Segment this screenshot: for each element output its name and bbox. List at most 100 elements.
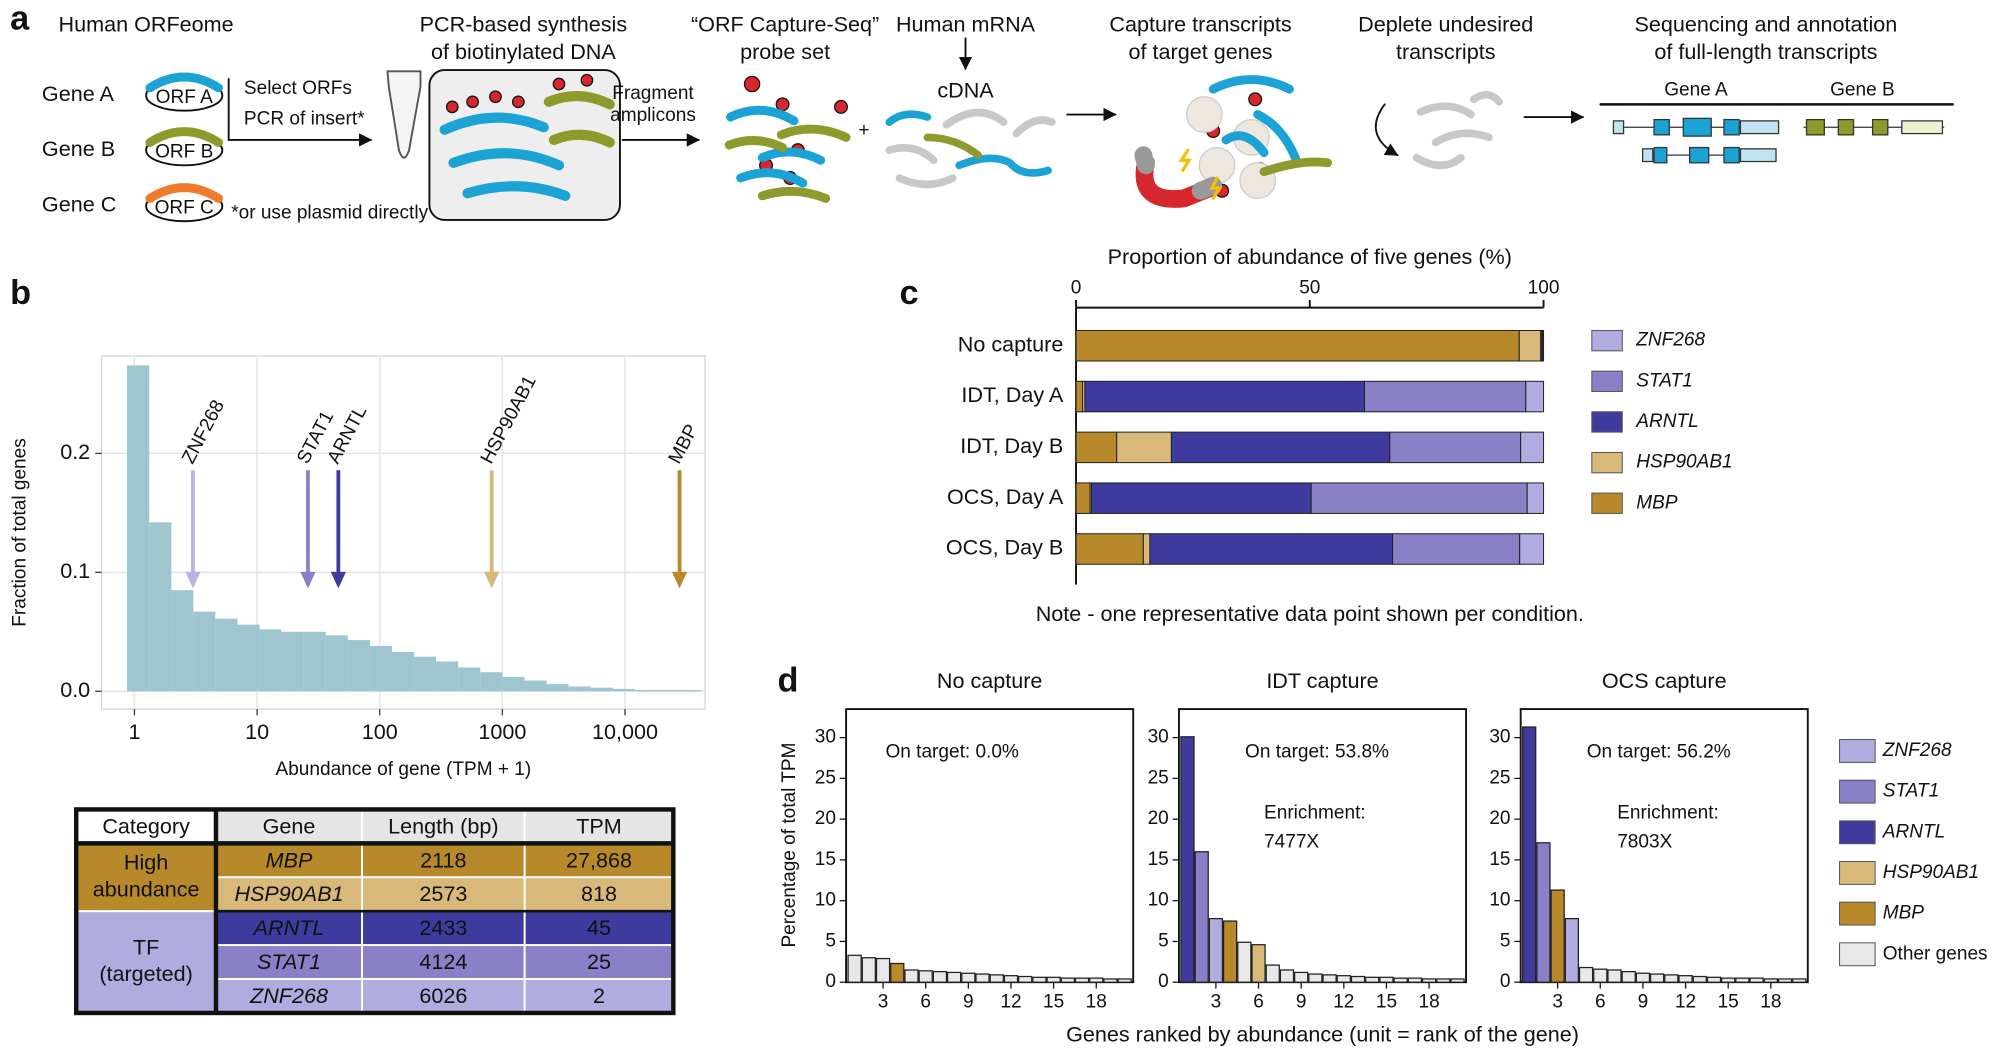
- table-cell: [523, 978, 675, 1014]
- deplete-arrow: [1375, 103, 1399, 157]
- annotation-arrowhead: [671, 571, 688, 589]
- note: Note - one representative data point sho…: [1036, 601, 1584, 626]
- y-axis-label: Fraction of total genes: [9, 438, 30, 626]
- y-tick-label: 30: [815, 727, 836, 748]
- category-label: No capture: [958, 331, 1064, 356]
- bar: [1550, 889, 1565, 983]
- bar: [1322, 974, 1337, 983]
- step-label: “ORF Capture-Seq”: [691, 11, 879, 36]
- bar: [1074, 977, 1090, 983]
- gene-model-label: Gene B: [1830, 79, 1895, 100]
- bar: [1003, 975, 1019, 983]
- histogram-bar: [524, 680, 547, 692]
- panel-label: d: [777, 661, 798, 699]
- bar: [1117, 978, 1132, 983]
- cell-text: 2118: [420, 847, 466, 872]
- bar: [1649, 973, 1665, 983]
- x-tick-label: 6: [1253, 992, 1264, 1013]
- bar: [1536, 842, 1551, 983]
- bar: [975, 973, 990, 983]
- step-label: of biotinylated DNA: [431, 39, 616, 64]
- y-tick-label: 5: [825, 930, 836, 951]
- bar: [961, 972, 976, 983]
- legend-swatch: [1591, 492, 1623, 514]
- tube: [386, 70, 422, 159]
- cell-text: ARNTL: [252, 915, 325, 940]
- bar-segment: [1526, 482, 1545, 514]
- histogram-bar: [656, 690, 679, 692]
- pcr-products: [439, 90, 615, 201]
- panel-label: c: [899, 274, 918, 312]
- bar: [1350, 975, 1366, 983]
- legend-swatch: [1839, 901, 1876, 926]
- bar: [847, 954, 862, 983]
- x-tick-label: 10: [245, 719, 269, 744]
- category-text: abundance: [93, 876, 200, 901]
- x-tick-label: 18: [1419, 992, 1440, 1013]
- histogram-bar: [149, 522, 172, 692]
- y-tick-label: 25: [1148, 767, 1169, 788]
- bar-segment: [1519, 533, 1545, 565]
- annotation-arrowhead: [484, 571, 500, 589]
- bar: [1237, 941, 1252, 983]
- histogram-bar: [546, 684, 569, 692]
- cell-text: 2: [593, 983, 605, 1008]
- bar: [918, 970, 933, 983]
- orf-label: ORF C: [155, 198, 214, 219]
- y-tick-label: 0: [1500, 971, 1511, 992]
- legend-swatch: [1591, 411, 1623, 433]
- table: [74, 807, 676, 1016]
- category-label: OCS, Day A: [947, 484, 1064, 509]
- bar: [1621, 970, 1636, 983]
- y-tick-label: 5: [1500, 930, 1511, 951]
- x-tick-label: 9: [963, 992, 974, 1013]
- bar-segment: [1389, 431, 1522, 464]
- x-tick-label: 12: [1675, 992, 1696, 1013]
- gene-label: Gene A: [42, 81, 115, 106]
- y-tick-label: 10: [1148, 890, 1169, 911]
- y-tick-label: 0.2: [60, 439, 90, 464]
- annotation: On target: 53.8%: [1245, 741, 1389, 762]
- bar: [1060, 977, 1075, 983]
- bar-segment: [1116, 431, 1172, 464]
- bar: [932, 970, 948, 983]
- bar: [1032, 976, 1047, 983]
- histogram-bar: [392, 651, 415, 692]
- y-tick-label: 30: [1148, 727, 1169, 748]
- header-text: Gene: [263, 813, 316, 838]
- y-axis-label: Percentage of total TPM: [779, 742, 800, 947]
- depleted: [1412, 91, 1503, 170]
- annotation: 7477X: [1264, 831, 1319, 852]
- x-tick-label: 12: [1333, 992, 1354, 1013]
- bar-segment: [1525, 380, 1545, 413]
- cell-text: 6026: [419, 983, 467, 1008]
- bar: [1379, 976, 1394, 983]
- legend-label: HSP90AB1: [1636, 452, 1732, 473]
- bar: [1777, 978, 1793, 983]
- bar-segment: [1075, 482, 1091, 514]
- bar-segment: [1142, 533, 1151, 565]
- bar-segment: [1518, 329, 1542, 362]
- y-tick-label: 30: [1489, 727, 1510, 748]
- y-tick-label: 0: [825, 971, 836, 992]
- x-tick-label: 9: [1296, 992, 1307, 1013]
- y-tick-label: 25: [1489, 767, 1510, 788]
- table-cell: [523, 910, 675, 947]
- histogram-bar: [193, 611, 216, 692]
- cdna-label: cDNA: [937, 77, 994, 102]
- bar: [1265, 964, 1280, 983]
- legend-swatch: [1839, 942, 1876, 967]
- category-label: IDT, Day A: [961, 382, 1064, 407]
- bar: [1450, 978, 1465, 983]
- histogram-bar: [502, 676, 525, 692]
- bar: [1692, 975, 1707, 983]
- chart-title: OCS capture: [1602, 668, 1727, 693]
- legend-label: HSP90AB1: [1883, 862, 1979, 883]
- chart-title: No capture: [937, 668, 1043, 693]
- gene-label: Gene C: [42, 192, 116, 217]
- x-tick-label: 9: [1638, 992, 1649, 1013]
- bar-segment: [1075, 533, 1144, 565]
- bar: [1393, 977, 1408, 983]
- histogram-bar: [369, 646, 393, 692]
- bar: [1749, 977, 1764, 983]
